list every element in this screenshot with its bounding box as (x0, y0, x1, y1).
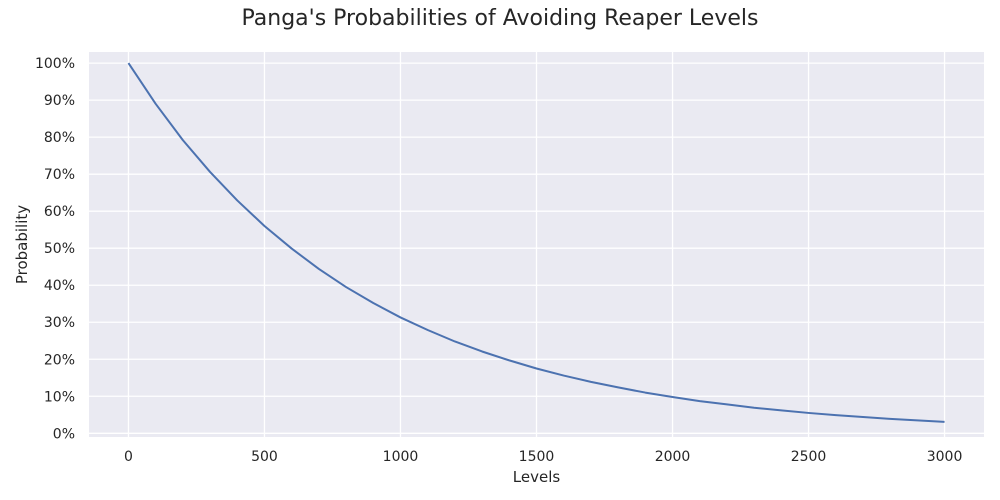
y-tick-label: 70% (44, 167, 75, 183)
x-tick-label: 3000 (927, 449, 963, 465)
y-tick-label: 80% (44, 130, 75, 146)
x-tick-label: 500 (251, 449, 278, 465)
tick-labels: 0 500 1000 1500 2000 2500 3000 0% 10% 20% 30% 40% 50… (35, 56, 962, 465)
series-line (127, 62, 945, 423)
x-tick-label: 1000 (383, 449, 419, 465)
grid-lines (89, 52, 984, 437)
y-tick-label: 40% (44, 278, 75, 294)
y-tick-label: 30% (44, 315, 75, 331)
y-tick-label: 20% (44, 352, 75, 368)
y-tick-label: 10% (44, 389, 75, 405)
y-tick-label: 100% (35, 56, 75, 72)
x-axis-label: Levels (513, 468, 561, 486)
x-tick-label: 1500 (519, 449, 555, 465)
y-axis-label: Probability (13, 205, 31, 284)
x-tick-label: 2000 (655, 449, 691, 465)
series-layer (127, 62, 945, 423)
chart-title: Panga's Probabilities of Avoiding Reaper… (241, 6, 759, 31)
y-tick-label: 50% (44, 241, 75, 257)
x-tick-label: 0 (124, 449, 133, 465)
y-tick-label: 0% (53, 426, 75, 442)
y-tick-label: 90% (44, 93, 75, 109)
y-tick-label: 60% (44, 204, 75, 220)
x-tick-label: 2500 (791, 449, 827, 465)
